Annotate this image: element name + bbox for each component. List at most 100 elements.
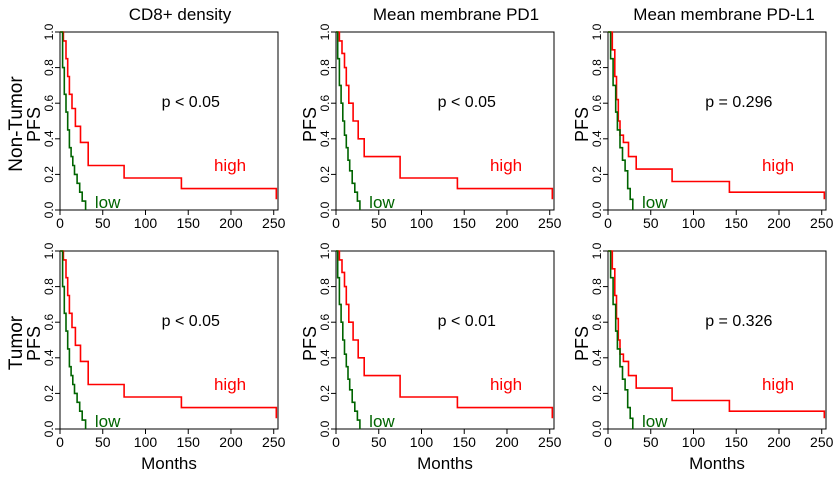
y-tick-label: 0.8 [318, 59, 332, 76]
y-tick-label: 1.0 [42, 23, 56, 40]
y-tick-label: 0.6 [590, 95, 604, 112]
y-tick-label: 0.0 [318, 201, 332, 218]
y-tick-label: 0.8 [42, 59, 56, 76]
x-tick-label: 250 [538, 215, 562, 231]
x-tick-label: 50 [371, 215, 387, 231]
series-line-low [60, 31, 87, 210]
y-tick-label: 0.8 [590, 278, 604, 295]
y-axis-label: PFS [572, 107, 592, 142]
plot-frame [335, 250, 555, 430]
y-tick-label: 1.0 [42, 242, 56, 259]
series-label-low: low [369, 193, 395, 212]
y-tick-label: 0.8 [590, 59, 604, 76]
y-tick-label: 0.4 [318, 349, 332, 366]
x-tick-label: 250 [538, 434, 562, 450]
x-tick-label: 50 [95, 434, 111, 450]
km-panel-1: 0.0 0.2 0.4 0.6 0.8 1.0 0 50 100 150 200 250 PFS p < … [300, 23, 562, 231]
p-value-label: p < 0.01 [438, 313, 496, 330]
y-tick-label: 1.0 [590, 23, 604, 40]
series-line-low [336, 31, 361, 210]
x-tick-label: 0 [56, 434, 64, 450]
y-tick-label: 0.6 [42, 95, 56, 112]
series-line-high [336, 31, 554, 200]
row-label-tumor: Tumor [6, 315, 27, 370]
series-line-low [608, 31, 634, 210]
series-line-high [608, 31, 826, 200]
y-tick-label: 0.4 [318, 130, 332, 147]
x-axis-label: Months [689, 454, 745, 473]
column-titles: CD8+ density Mean membrane PD1 Mean memb… [129, 5, 815, 24]
col-title-pdl1: Mean membrane PD-L1 [633, 5, 814, 24]
series-label-low: low [369, 412, 395, 431]
y-tick-label: 0.0 [590, 420, 604, 437]
x-tick-label: 200 [219, 215, 243, 231]
x-tick-label: 250 [810, 215, 834, 231]
x-axis-label: Months [417, 454, 473, 473]
x-tick-label: 100 [410, 215, 434, 231]
y-tick-label: 1.0 [590, 242, 604, 259]
x-tick-label: 200 [219, 434, 243, 450]
y-tick-label: 0.0 [318, 420, 332, 437]
series-line-low [60, 250, 87, 429]
km-panel-3: 0.0 0.2 0.4 0.6 0.8 1.0 0 50 100 150 200 250 PFS Mont… [24, 242, 286, 473]
x-tick-label: 150 [725, 215, 749, 231]
series-label-low: low [95, 412, 121, 431]
y-tick-label: 0.8 [42, 278, 56, 295]
x-tick-label: 100 [134, 215, 158, 231]
x-tick-label: 0 [56, 215, 64, 231]
series-line-high [60, 250, 278, 419]
x-axis-label: Months [141, 454, 197, 473]
series-label-high: high [490, 375, 522, 394]
row-labels: Non-Tumor Tumor [6, 76, 27, 370]
x-tick-label: 50 [371, 434, 387, 450]
plot-frame [607, 250, 827, 430]
x-tick-label: 200 [767, 215, 791, 231]
y-tick-label: 0.6 [42, 314, 56, 331]
y-tick-label: 0.2 [42, 385, 56, 402]
y-tick-label: 0.4 [42, 130, 56, 147]
series-line-high [608, 250, 826, 419]
x-tick-label: 250 [810, 434, 834, 450]
y-tick-label: 1.0 [318, 242, 332, 259]
x-tick-label: 100 [682, 215, 706, 231]
y-tick-label: 0.6 [318, 314, 332, 331]
x-tick-label: 200 [495, 215, 519, 231]
series-label-high: high [214, 375, 246, 394]
y-tick-label: 0.2 [318, 166, 332, 183]
series-label-low: low [95, 193, 121, 212]
x-tick-label: 150 [177, 434, 201, 450]
plot-frame [59, 31, 279, 211]
y-tick-label: 0.0 [42, 201, 56, 218]
y-tick-label: 0.0 [42, 420, 56, 437]
x-tick-label: 0 [332, 434, 340, 450]
km-panel-0: 0.0 0.2 0.4 0.6 0.8 1.0 0 50 100 150 200 250 PFS p < … [24, 23, 286, 231]
x-tick-label: 50 [643, 434, 659, 450]
y-tick-label: 0.4 [42, 349, 56, 366]
y-tick-label: 0.4 [590, 349, 604, 366]
km-panel-2: 0.0 0.2 0.4 0.6 0.8 1.0 0 50 100 150 200 250 PFS p = … [572, 23, 834, 231]
y-axis-label: PFS [24, 326, 44, 361]
x-tick-label: 250 [262, 434, 286, 450]
x-tick-label: 0 [604, 215, 612, 231]
x-tick-label: 100 [682, 434, 706, 450]
y-tick-label: 0.6 [318, 95, 332, 112]
x-tick-label: 150 [725, 434, 749, 450]
y-tick-label: 0.8 [318, 278, 332, 295]
plot-frame [607, 31, 827, 211]
y-axis-label: PFS [300, 107, 320, 142]
x-tick-label: 50 [643, 215, 659, 231]
series-line-low [608, 250, 634, 429]
series-line-high [336, 250, 554, 419]
plot-frame [59, 250, 279, 430]
plot-frame [335, 31, 555, 211]
y-tick-label: 0.4 [590, 130, 604, 147]
x-tick-label: 150 [453, 215, 477, 231]
col-title-cd8: CD8+ density [129, 5, 232, 24]
series-label-high: high [490, 156, 522, 175]
series-line-low [336, 250, 361, 429]
y-tick-label: 0.2 [590, 166, 604, 183]
y-axis-label: PFS [24, 107, 44, 142]
series-label-low: low [642, 412, 668, 431]
y-tick-label: 0.0 [590, 201, 604, 218]
